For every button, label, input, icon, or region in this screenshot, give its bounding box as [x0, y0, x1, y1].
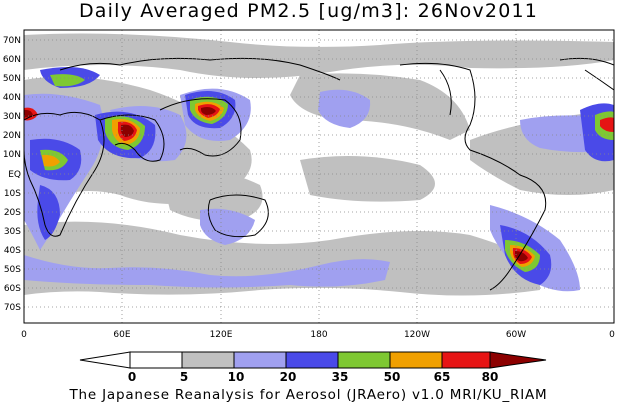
lat-label: 50N	[3, 74, 21, 84]
lat-label: 20N	[3, 131, 21, 141]
lon-label: 180	[310, 330, 327, 340]
source-caption: The Japanese Reanalysis for Aerosol (JRA…	[69, 387, 548, 403]
lat-label: 20S	[4, 208, 21, 218]
lat-label: 30N	[3, 112, 21, 122]
colorbar-low-arrow	[79, 351, 131, 369]
colorbar-high-arrow	[489, 351, 547, 369]
lat-label: 30S	[4, 227, 21, 237]
colorbar-swatch	[285, 351, 339, 369]
colorbar-swatch	[181, 351, 235, 369]
longitude-labels: 0 60E 120E 180 120W 60W 0	[21, 330, 615, 340]
lon-label: 60E	[113, 330, 130, 340]
lat-label: 70N	[3, 36, 21, 46]
colorbar-swatch	[233, 351, 287, 369]
latitude-labels: 70N 60N 50N 40N 30N 20N 10N EQ 10S 20S 3…	[3, 36, 21, 313]
lon-label: 120W	[404, 330, 430, 340]
map-title: Daily Averaged PM2.5 [ug/m3]: 26Nov2011	[78, 0, 539, 22]
colorbar-tick: 80	[482, 370, 499, 384]
lat-label: 50S	[4, 265, 21, 275]
coastlines	[24, 57, 614, 291]
pm25-band-over-80	[24, 107, 528, 262]
colorbar-tick: 35	[332, 370, 349, 384]
lat-label: 40S	[4, 246, 21, 256]
colorbar-swatch	[129, 351, 183, 369]
lat-label: 70S	[4, 303, 21, 313]
lat-label: 10S	[4, 189, 21, 199]
lon-label: 0	[609, 330, 615, 340]
lat-label: 60N	[3, 55, 21, 65]
pm25-field	[24, 30, 614, 323]
colorbar-tick: 65	[434, 370, 451, 384]
colorbar-swatch	[337, 351, 391, 369]
colorbar-tick: 10	[228, 370, 245, 384]
colorbar-tick: 0	[128, 370, 136, 384]
colorbar-swatch	[441, 351, 491, 369]
graticule	[24, 30, 614, 323]
colorbar-tick: 20	[280, 370, 297, 384]
lat-label: 10N	[3, 150, 21, 160]
colorbar-swatch	[389, 351, 443, 369]
lat-label: 60S	[4, 284, 21, 294]
lon-label: 0	[21, 330, 27, 340]
map-frame	[23, 29, 615, 324]
colorbar-tick: 50	[384, 370, 401, 384]
colorbar: 0 5 10 20 35 50 65 80	[79, 351, 547, 384]
lon-label: 120E	[210, 330, 233, 340]
colorbar-tick: 5	[180, 370, 188, 384]
lat-label: EQ	[8, 170, 21, 180]
lon-label: 60W	[506, 330, 526, 340]
lat-label: 40N	[3, 93, 21, 103]
